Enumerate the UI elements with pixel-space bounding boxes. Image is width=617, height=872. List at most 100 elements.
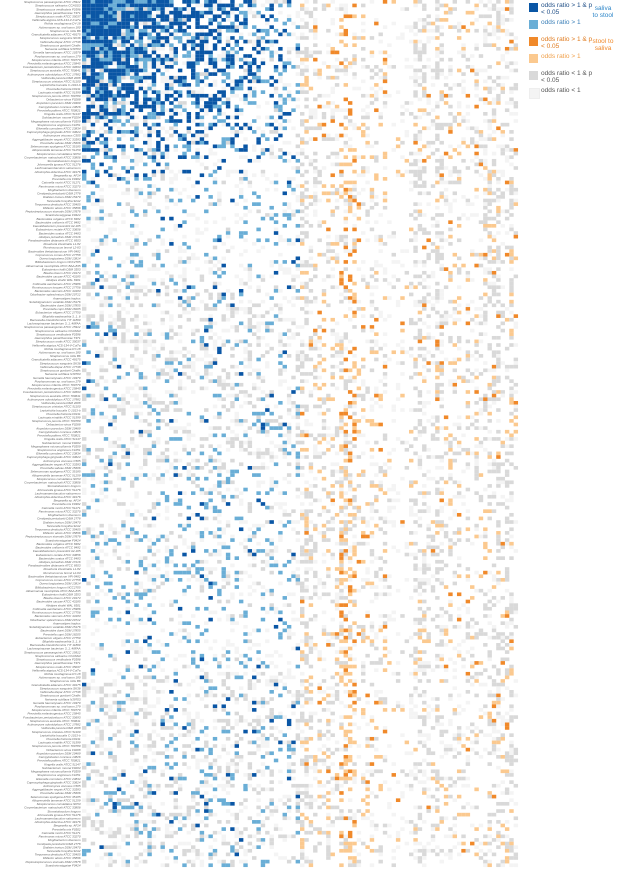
- heatmap-cell: [151, 39, 157, 44]
- heatmap-cell: [400, 339, 405, 344]
- heatmap-cell: [509, 285, 514, 290]
- heatmap-cell: [300, 18, 305, 22]
- heatmap-cell: [435, 158, 440, 163]
- heatmap-cell: [116, 173, 122, 178]
- heatmap-cell: [509, 379, 514, 383]
- heatmap-cell: [212, 0, 218, 4]
- heatmap-cell: [491, 289, 497, 293]
- heatmap-cell: [334, 462, 340, 467]
- heatmap-cell: [339, 299, 344, 304]
- heatmap-cell: [286, 285, 292, 290]
- heatmap-cell: [108, 166, 113, 170]
- heatmap-cell: [509, 252, 514, 257]
- heatmap-cell: [343, 332, 349, 337]
- heatmap-cell: [347, 455, 353, 459]
- heatmap-cell: [238, 191, 244, 196]
- heatmap-cell: [374, 90, 379, 94]
- heatmap-cell: [339, 411, 344, 416]
- heatmap-cell: [361, 155, 366, 159]
- heatmap-cell: [160, 242, 165, 246]
- heatmap-cell: [108, 444, 113, 448]
- heatmap-cell: [260, 466, 266, 470]
- heatmap-cell: [474, 86, 479, 91]
- heatmap-cell: [378, 234, 383, 239]
- heatmap-cell: [491, 462, 497, 467]
- heatmap-cell: [291, 375, 296, 380]
- heatmap-cell: [282, 451, 287, 456]
- heatmap-cell: [177, 299, 183, 304]
- heatmap-cell: [422, 364, 427, 369]
- heatmap-cell: [435, 455, 440, 459]
- heatmap-cell: [143, 177, 148, 181]
- heatmap-cell: [352, 43, 357, 48]
- heatmap-cell: [509, 245, 514, 250]
- heatmap-cell: [151, 130, 157, 134]
- heatmap-cell: [108, 361, 113, 365]
- heatmap-cell: [509, 437, 514, 441]
- heatmap-cell: [134, 14, 139, 19]
- heatmap-cell: [103, 65, 109, 69]
- heatmap-cell: [156, 252, 161, 257]
- heatmap-cell: [352, 437, 357, 441]
- heatmap-cell: [147, 3, 152, 8]
- heatmap-cell: [439, 361, 444, 365]
- heatmap-cell: [291, 108, 296, 113]
- heatmap-cell: [509, 187, 514, 192]
- heatmap-cell: [129, 451, 135, 456]
- heatmap-cell: [343, 260, 349, 264]
- heatmap-cell: [147, 332, 152, 337]
- heatmap-cell: [504, 429, 510, 434]
- heatmap-cell: [487, 343, 492, 347]
- heatmap-cell: [82, 83, 87, 87]
- heatmap-cell: [103, 90, 109, 94]
- heatmap-cell: [164, 130, 170, 134]
- heatmap-cell: [365, 209, 370, 214]
- heatmap-cell: [138, 75, 144, 80]
- heatmap-cell: [483, 270, 488, 275]
- heatmap-cell: [138, 43, 144, 48]
- heatmap-cell: [461, 50, 466, 55]
- heatmap-cell: [321, 3, 327, 8]
- heatmap-cell: [143, 455, 148, 459]
- heatmap-cell: [108, 18, 113, 22]
- row-label: Streptococcus constellatus SK53: [37, 802, 81, 806]
- heatmap-cell: [138, 18, 144, 22]
- heatmap-cell: [513, 191, 519, 196]
- heatmap-cell: [230, 198, 235, 203]
- heatmap-cell: [169, 299, 174, 304]
- heatmap-cell: [478, 144, 484, 149]
- heatmap-cell: [112, 184, 117, 188]
- heatmap-cell: [300, 242, 305, 246]
- heatmap-cell: [391, 65, 396, 69]
- heatmap-cell: [86, 180, 91, 185]
- heatmap-cell: [247, 101, 253, 105]
- heatmap-cell: [422, 169, 427, 174]
- heatmap-cell: [465, 368, 471, 373]
- heatmap-cell: [82, 14, 87, 19]
- heatmap-cell: [156, 57, 161, 62]
- heatmap-cell: [435, 256, 440, 261]
- heatmap-cell: [217, 335, 222, 340]
- heatmap-cell: [90, 97, 96, 102]
- heatmap-cell: [365, 144, 370, 149]
- heatmap-cell: [369, 75, 375, 80]
- heatmap-cell: [195, 0, 200, 4]
- heatmap-cell: [103, 115, 109, 120]
- heatmap-cell: [352, 364, 357, 369]
- heatmap-cell: [496, 25, 501, 29]
- heatmap-cell: [330, 90, 335, 94]
- heatmap-cell: [334, 256, 340, 261]
- heatmap-cell: [374, 65, 379, 69]
- heatmap-cell: [129, 28, 135, 33]
- heatmap-cell: [173, 419, 178, 423]
- heatmap-cell: [225, 375, 231, 380]
- heatmap-cell: [191, 368, 196, 373]
- heatmap-cell: [199, 339, 205, 344]
- heatmap-cell: [116, 0, 122, 4]
- row-label: Fusobacterium periodonticum ATCC 33693: [23, 715, 81, 719]
- heatmap-cell: [95, 32, 100, 37]
- heatmap-cell: [282, 422, 287, 427]
- heatmap-cell: [147, 43, 152, 48]
- heatmap-cell: [256, 285, 261, 290]
- heatmap-cell: [147, 393, 152, 398]
